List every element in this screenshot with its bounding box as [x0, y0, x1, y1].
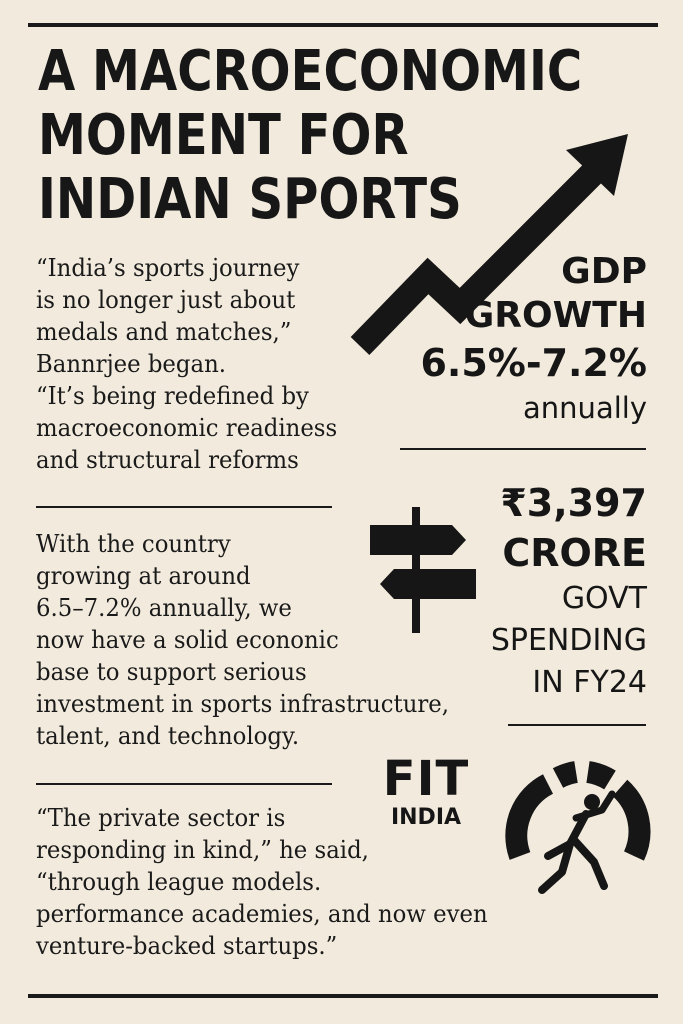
text-line: talent, and technology.	[36, 721, 300, 750]
logo-line: INDIA	[390, 805, 462, 830]
text-line: 6.5–7.2% annually, we	[36, 593, 292, 622]
stat-value: 6.5%-7.2%	[420, 341, 647, 385]
text-line: venture-backed startups.”	[36, 931, 338, 960]
signpost-icon	[370, 507, 476, 633]
stat-value: ₹3,397	[500, 481, 647, 525]
title-line: INDIAN SPORTS	[38, 167, 462, 232]
text-line: “India’s sports journey	[36, 253, 300, 282]
economy-paragraph: With the country growing at around 6.5–7…	[36, 528, 449, 752]
text-line: and structural reforms	[36, 445, 299, 474]
divider	[508, 724, 646, 726]
page-title: A MACROECONOMIC MOMENT FOR INDIAN SPORTS	[38, 39, 583, 232]
divider	[36, 506, 332, 508]
text-line: investment in sports infrastructure,	[36, 689, 450, 718]
text-line: is no longer just about	[36, 285, 296, 314]
text-line: “The private sector is	[36, 803, 286, 832]
text-line: growing at around	[36, 561, 251, 590]
govt-spending-stat: ₹3,397 CRORE GOVT SPENDING IN FY24	[407, 478, 647, 704]
text-line: macroeconomic readiness	[36, 413, 338, 442]
text-line: medals and matches,”	[36, 317, 292, 346]
text-line: now have a solid econonic	[36, 625, 339, 654]
text-line: Bannrjee began.	[36, 349, 227, 378]
stat-label: IN FY24	[532, 665, 647, 700]
stat-unit: CRORE	[502, 531, 647, 575]
bottom-rule	[28, 994, 658, 998]
stat-label: SPENDING	[490, 623, 647, 658]
opening-quote: “India’s sports journey is no longer jus…	[36, 252, 337, 476]
top-rule	[28, 23, 658, 27]
fit-india-logo: FIT INDIA	[378, 752, 474, 830]
title-line: MOMENT FOR	[38, 103, 409, 168]
text-line: responding in kind,” he said,	[36, 835, 369, 864]
divider	[36, 783, 332, 785]
text-line: With the country	[36, 529, 231, 558]
text-line: base to support serious	[36, 657, 307, 686]
gdp-growth-stat: GDP GROWTH 6.5%-7.2% annually	[387, 250, 647, 428]
text-line: “through league models.	[36, 867, 322, 896]
stat-label: GROWTH	[464, 295, 647, 336]
runner-gauge-icon	[505, 761, 651, 894]
title-line: A MACROECONOMIC	[38, 39, 583, 104]
text-line: performance academies, and now even	[36, 899, 488, 928]
stat-label: GOVT	[561, 581, 647, 616]
divider	[400, 448, 646, 450]
stat-unit: annually	[523, 391, 647, 425]
private-sector-quote: “The private sector is responding in kin…	[36, 802, 488, 962]
stat-label: GDP	[561, 251, 647, 292]
logo-line: FIT	[382, 751, 470, 807]
text-line: “It’s being redefined by	[36, 381, 309, 410]
